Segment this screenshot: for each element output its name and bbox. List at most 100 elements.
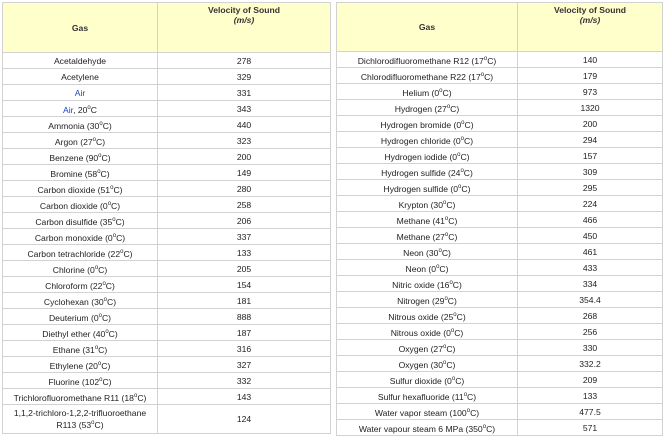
velocity-value-cell: 200	[157, 148, 331, 165]
table-row: Hydrogen chloride (0oC) 294	[336, 131, 663, 148]
table-row: Carbon monoxide (0oC) 337	[2, 228, 331, 245]
unit-label: (m/s)	[233, 15, 255, 25]
gas-name-cell: Oxygen (30oC)	[336, 355, 518, 372]
velocity-value-cell: 332.2	[517, 355, 663, 372]
table-row: Chlorine (0oC) 205	[2, 260, 331, 277]
velocity-value-cell: 323	[157, 132, 331, 149]
table-row: Hydrogen sulfide (24oC) 309	[336, 163, 663, 180]
velocity-value-cell: 154	[157, 276, 331, 293]
velocity-value-cell: 258	[157, 196, 331, 213]
table-row: Neon (0oC) 433	[336, 259, 663, 276]
gas-name-cell: 1,1,2-trichloro-1,2,2-trifluoroethane R1…	[2, 404, 158, 434]
gas-name-cell: Trichlorofluoromethane R11 (18oC)	[2, 388, 158, 405]
velocity-value-cell: 334	[517, 275, 663, 292]
velocity-value-cell: 433	[517, 259, 663, 276]
gas-name-cell: Nitrous oxide (0oC)	[336, 323, 518, 340]
table-row: Ethylene (20oC) 327	[2, 356, 331, 373]
table-row: Dichlorodifluoromethane R12 (17oC) 140	[336, 51, 663, 68]
table-row: Bromine (58oC) 149	[2, 164, 331, 181]
gas-name-cell: Nitrogen (29oC)	[336, 291, 518, 308]
gas-name-cell: Diethyl ether (40oC)	[2, 324, 158, 341]
table-row: Hydrogen iodide (0oC) 157	[336, 147, 663, 164]
velocity-value-cell: 149	[157, 164, 331, 181]
gas-column-header: Gas	[2, 2, 158, 53]
table-row: Chlorodifluoromethane R22 (17oC) 179	[336, 67, 663, 84]
table-row: Helium (0oC) 973	[336, 83, 663, 100]
velocity-value-cell: 1320	[517, 99, 663, 116]
velocity-value-cell: 330	[517, 339, 663, 356]
table-row: Diethyl ether (40oC) 187	[2, 324, 331, 341]
gas-link[interactable]: Air	[2, 84, 158, 101]
gas-name-cell: Nitric oxide (16oC)	[336, 275, 518, 292]
velocity-value-cell: 316	[157, 340, 331, 357]
table-row: Ethane (31oC) 316	[2, 340, 331, 357]
table-row: Hydrogen (27oC) 1320	[336, 99, 663, 116]
gas-name-cell: Water vapor steam (100oC)	[336, 403, 518, 420]
velocity-value-cell: 157	[517, 147, 663, 164]
velocity-value-cell: 337	[157, 228, 331, 245]
table-row: Water vapour steam 6 MPa (350oC) 571	[336, 419, 663, 436]
table-row: Ammonia (30oC) 440	[2, 116, 331, 133]
gas-column-header: Gas	[336, 2, 518, 52]
header-row: Gas Velocity of Sound (m/s)	[2, 2, 331, 53]
gas-name-cell[interactable]: Air, 20oC	[2, 100, 158, 117]
velocity-value-cell: 256	[517, 323, 663, 340]
table-row: Oxygen (27oC) 330	[336, 339, 663, 356]
table-row: Benzene (90oC) 200	[2, 148, 331, 165]
velocity-value-cell: 466	[517, 211, 663, 228]
gas-name-cell: Krypton (30oC)	[336, 195, 518, 212]
table-row: Carbon tetrachloride (22oC) 133	[2, 244, 331, 261]
gas-name-cell: Chloroform (22oC)	[2, 276, 158, 293]
velocity-value-cell: 461	[517, 243, 663, 260]
table-row: Cyclohexan (30oC) 181	[2, 292, 331, 309]
velocity-value-cell: 450	[517, 227, 663, 244]
gas-name-cell: Carbon dioxide (51oC)	[2, 180, 158, 197]
velocity-value-cell: 187	[157, 324, 331, 341]
velocity-value-cell: 440	[157, 116, 331, 133]
velocity-value-cell: 329	[157, 68, 331, 85]
table-row: Carbon dioxide (51oC) 280	[2, 180, 331, 197]
table-row: Nitrous oxide (25oC) 268	[336, 307, 663, 324]
gas-name-cell: Hydrogen sulfide (24oC)	[336, 163, 518, 180]
velocity-value-cell: 477.5	[517, 403, 663, 420]
table-row: Trichlorofluoromethane R11 (18oC) 143	[2, 388, 331, 405]
velocity-value-cell: 888	[157, 308, 331, 325]
gas-name-cell: Ethylene (20oC)	[2, 356, 158, 373]
table-row: Nitric oxide (16oC) 334	[336, 275, 663, 292]
gas-name-cell: Cyclohexan (30oC)	[2, 292, 158, 309]
gas-name-cell: Ammonia (30oC)	[2, 116, 158, 133]
table-row: 1,1,2-trichloro-1,2,2-trifluoroethane R1…	[2, 404, 331, 434]
gas-name-cell: Hydrogen sulfide (0oC)	[336, 179, 518, 196]
gas-name-cell: Sulfur hexafluoride (11oC)	[336, 387, 518, 404]
velocity-value-cell: 332	[157, 372, 331, 389]
gas-name-cell: Chlorodifluoromethane R22 (17oC)	[336, 67, 518, 84]
velocity-column-header: Velocity of Sound (m/s)	[517, 2, 663, 52]
gas-name-cell: Fluorine (102oC)	[2, 372, 158, 389]
velocity-value-cell: 206	[157, 212, 331, 229]
gas-name-cell: Hydrogen bromide (0oC)	[336, 115, 518, 132]
sound-velocity-table-right: Gas Velocity of Sound (m/s) Dichlorodifl…	[336, 2, 663, 436]
velocity-value-cell: 209	[517, 371, 663, 388]
velocity-value-cell: 133	[517, 387, 663, 404]
velocity-value-cell: 354.4	[517, 291, 663, 308]
velocity-value-cell: 179	[517, 67, 663, 84]
table-row: Sulfur hexafluoride (11oC) 133	[336, 387, 663, 404]
table-row: Acetaldehyde 278	[2, 52, 331, 69]
velocity-value-cell: 309	[517, 163, 663, 180]
table-row: Water vapor steam (100oC) 477.5	[336, 403, 663, 420]
gas-name-cell: Water vapour steam 6 MPa (350oC)	[336, 419, 518, 436]
gas-name-cell: Argon (27oC)	[2, 132, 158, 149]
gas-link[interactable]: Air	[63, 104, 74, 115]
gas-name-cell: Deuterium (0oC)	[2, 308, 158, 325]
gas-name-cell: Chlorine (0oC)	[2, 260, 158, 277]
table-row: Neon (30oC) 461	[336, 243, 663, 260]
table-row: Deuterium (0oC) 888	[2, 308, 331, 325]
gas-name-cell: Hydrogen (27oC)	[336, 99, 518, 116]
table-row: Carbon disulfide (35oC) 206	[2, 212, 331, 229]
gas-name-cell: Acetaldehyde	[2, 52, 158, 69]
velocity-value-cell: 571	[517, 419, 663, 436]
velocity-value-cell: 181	[157, 292, 331, 309]
table-row: Oxygen (30oC) 332.2	[336, 355, 663, 372]
table-row: Hydrogen sulfide (0oC) 295	[336, 179, 663, 196]
gas-name-cell: Acetylene	[2, 68, 158, 85]
